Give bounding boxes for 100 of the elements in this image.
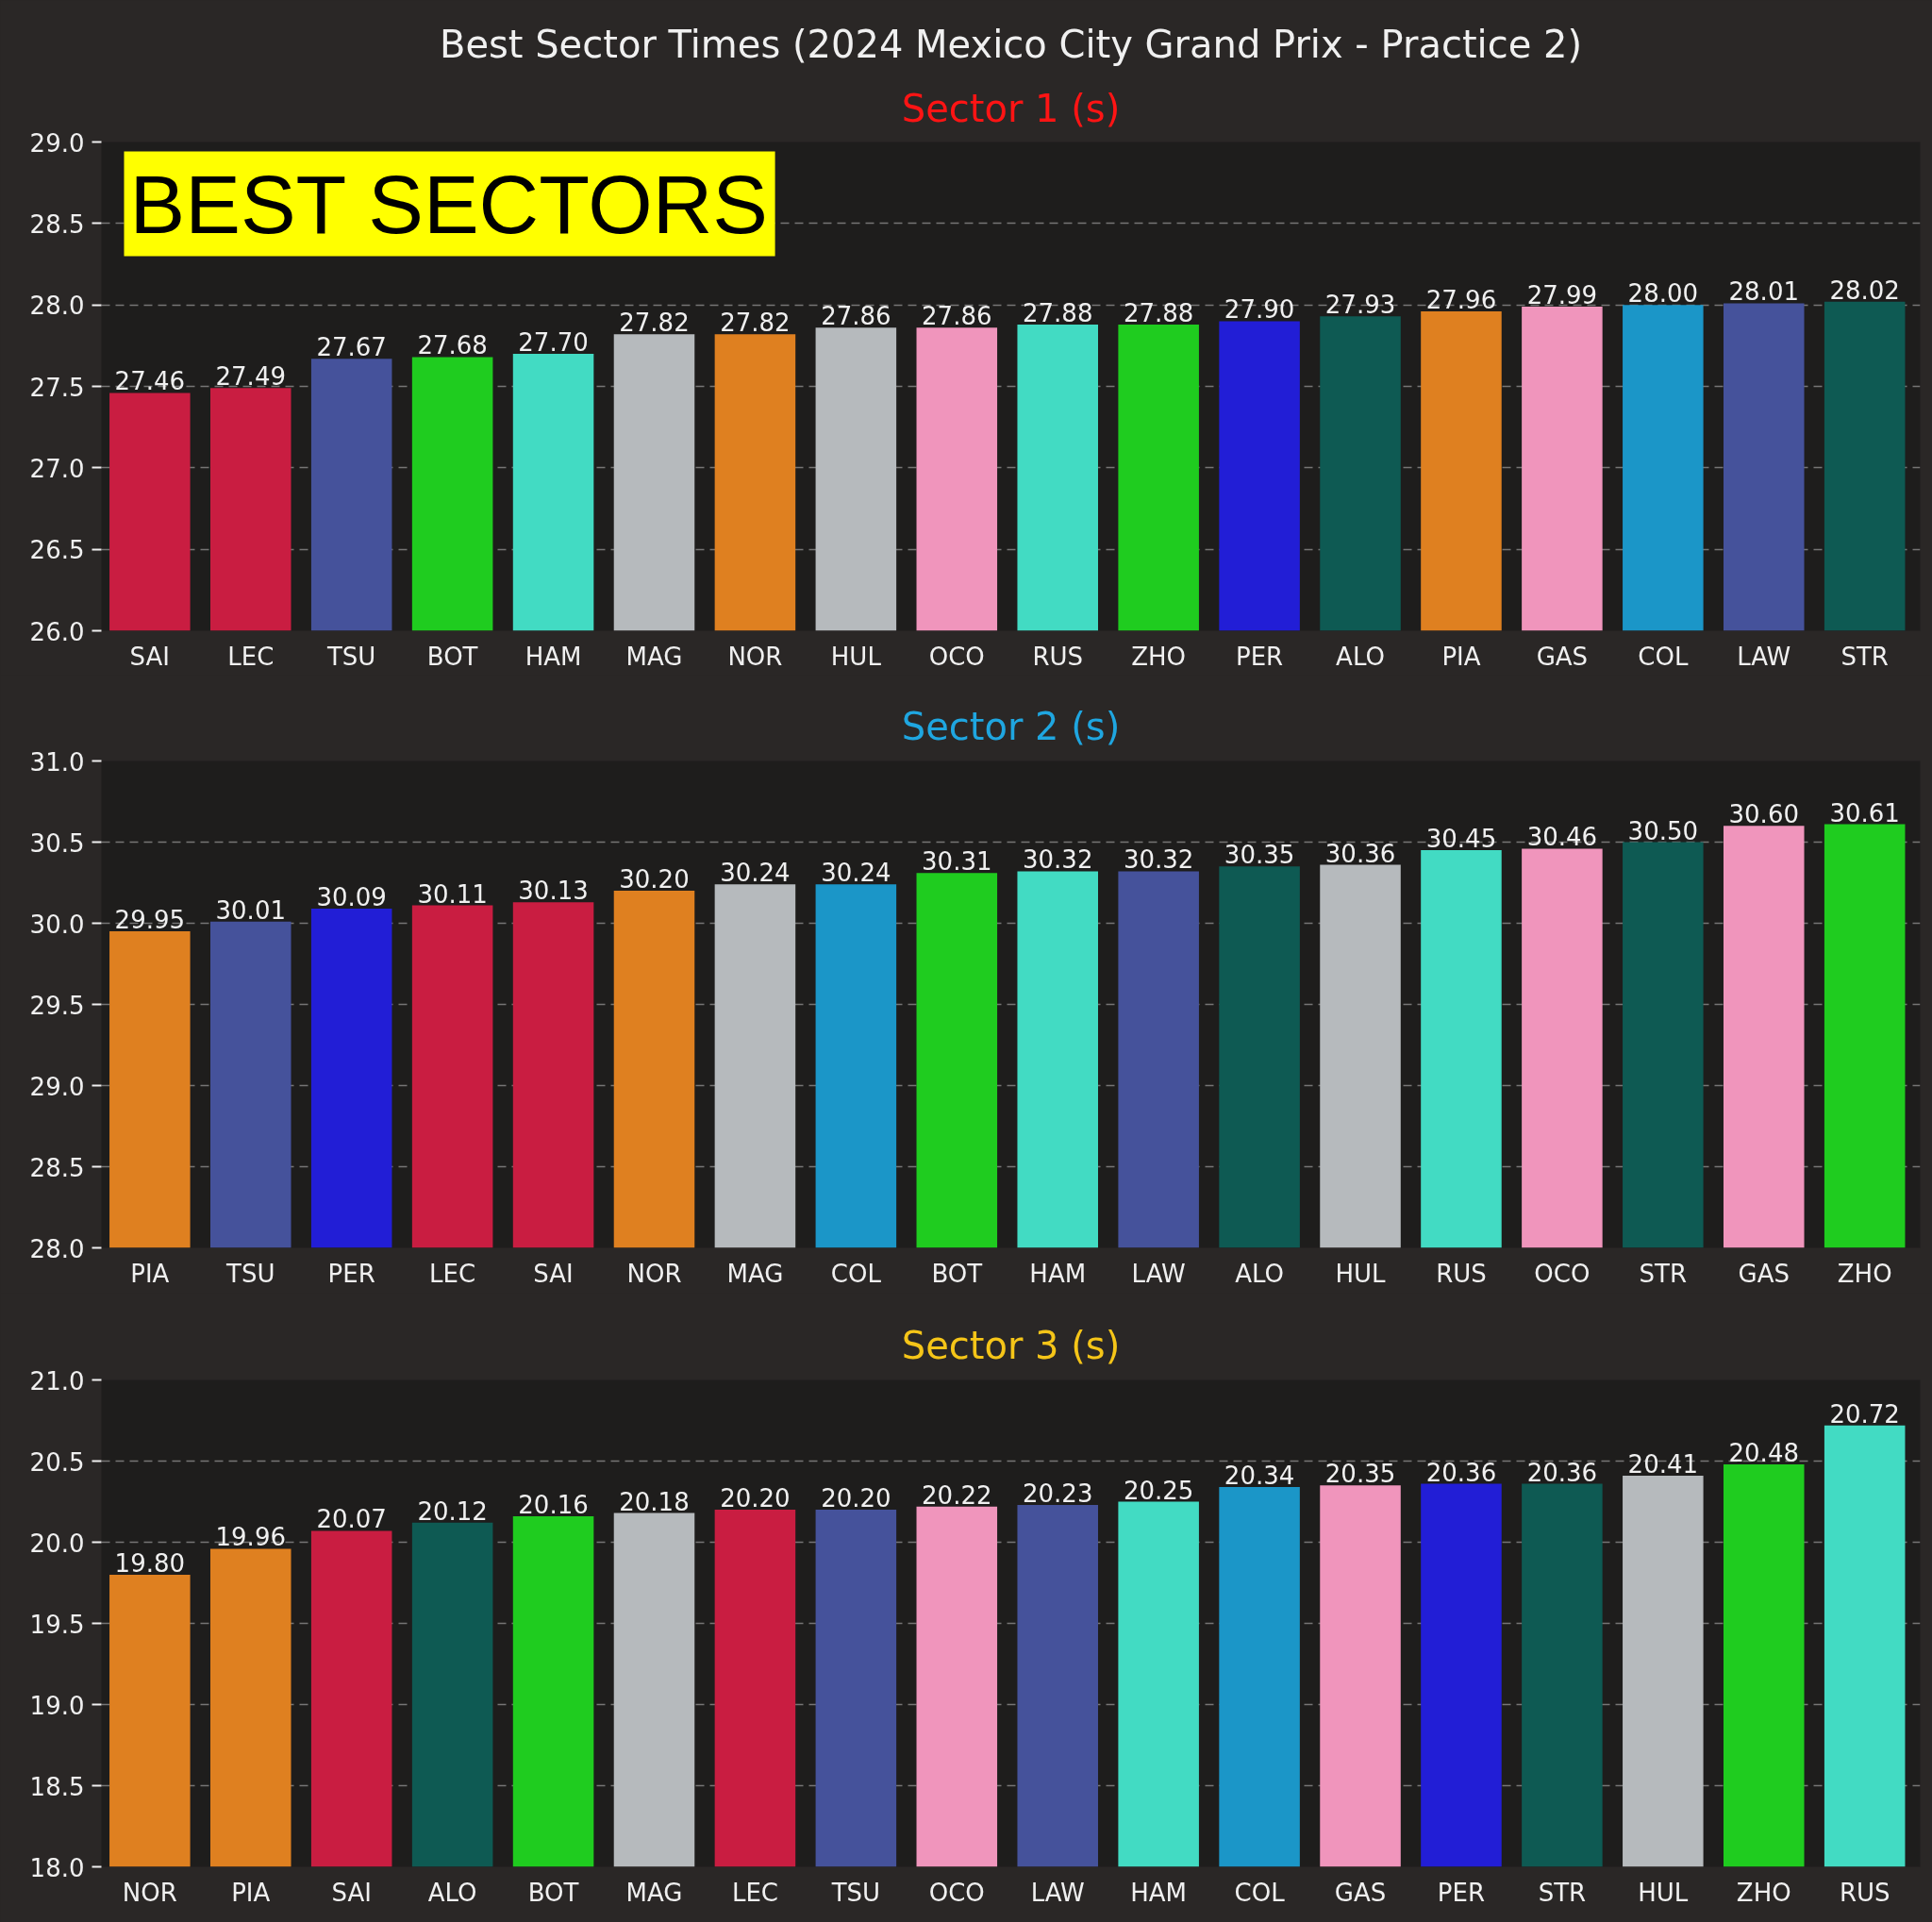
data-label: 27.46 <box>114 367 186 396</box>
chart-title: Sector 3 (s) <box>901 1324 1121 1367</box>
x-tick-label: GAS <box>1536 642 1589 671</box>
data-label: 27.70 <box>518 327 589 357</box>
x-tick-label: SAI <box>331 1878 372 1907</box>
chart-subtitle: Sector 1 (s) <box>901 86 1121 130</box>
data-label: 30.13 <box>518 877 589 906</box>
data-label: 20.34 <box>1224 1462 1295 1491</box>
x-tick-label: SAI <box>129 642 171 671</box>
x-tick-label: TSU <box>325 642 376 671</box>
data-label: 20.18 <box>619 1487 690 1516</box>
x-tick-label: OCO <box>928 642 985 671</box>
data-label: 30.50 <box>1627 816 1699 845</box>
data-label: 28.01 <box>1728 277 1799 307</box>
y-tick-label: 27.5 <box>29 373 85 402</box>
data-label: 27.90 <box>1224 295 1295 325</box>
data-label: 30.24 <box>821 859 891 888</box>
x-tick-label: NOR <box>727 642 783 671</box>
data-label: 27.88 <box>1123 298 1194 327</box>
x-tick-label: STR <box>1538 1878 1587 1907</box>
data-label: 27.96 <box>1425 286 1497 315</box>
x-tick-label: GAS <box>1334 1878 1387 1907</box>
x-tick-label: LEC <box>227 642 275 671</box>
data-label: 27.93 <box>1324 291 1396 320</box>
x-tick-label: COL <box>830 1259 882 1288</box>
data-label: 27.86 <box>821 302 891 331</box>
x-tick-label: LAW <box>1030 1878 1085 1907</box>
data-label: 30.60 <box>1728 800 1799 829</box>
data-label: 29.95 <box>114 906 186 935</box>
x-tick-label: PIA <box>1441 642 1481 671</box>
y-tick-label: 18.5 <box>29 1772 85 1801</box>
x-tick-label: ALO <box>427 1878 477 1907</box>
data-label: 27.49 <box>215 362 286 392</box>
y-tick-label: 31.0 <box>29 747 85 777</box>
x-tick-label: HAM <box>525 642 582 671</box>
data-label: 30.31 <box>922 847 992 877</box>
data-label: 20.25 <box>1123 1476 1194 1505</box>
x-tick-label: LEC <box>429 1259 476 1288</box>
x-tick-label: SAI <box>533 1259 574 1288</box>
y-tick-label: 29.0 <box>29 128 85 158</box>
data-label: 20.35 <box>1324 1460 1396 1489</box>
x-tick-label: COL <box>1234 1878 1286 1907</box>
x-tick-label: PER <box>327 1259 375 1288</box>
y-tick-label: 26.5 <box>29 536 85 565</box>
data-label: 20.36 <box>1526 1458 1598 1487</box>
x-tick-label: BOT <box>527 1878 579 1907</box>
x-tick-label: TSU <box>830 1878 881 1907</box>
x-tick-label: ZHO <box>1736 1878 1791 1907</box>
x-tick-label: ZHO <box>1131 642 1187 671</box>
x-tick-label: NOR <box>122 1878 177 1907</box>
x-tick-label: STR <box>1639 1259 1688 1288</box>
y-tick-label: 27.0 <box>29 454 85 483</box>
y-tick-label: 30.5 <box>29 828 85 858</box>
data-label: 30.61 <box>1829 798 1900 827</box>
x-tick-label: TSU <box>225 1259 275 1288</box>
y-tick-label: 21.0 <box>29 1366 85 1396</box>
data-label: 20.36 <box>1425 1458 1497 1487</box>
data-label: 30.45 <box>1425 825 1497 854</box>
data-label: 19.96 <box>215 1523 286 1552</box>
x-tick-label: OCO <box>1534 1259 1591 1288</box>
data-label: 28.00 <box>1627 279 1699 309</box>
data-label: 20.48 <box>1728 1438 1799 1467</box>
x-tick-label: NOR <box>626 1259 682 1288</box>
x-tick-label: ALO <box>1235 1259 1284 1288</box>
data-label: 28.02 <box>1829 276 1900 305</box>
y-tick-label: 18.0 <box>29 1853 85 1882</box>
data-label: 20.20 <box>821 1484 891 1513</box>
data-label: 30.24 <box>720 859 791 888</box>
data-label: 30.20 <box>619 865 690 894</box>
data-label: 27.82 <box>619 309 690 338</box>
y-tick-label: 19.5 <box>29 1610 85 1639</box>
data-label: 20.23 <box>1023 1479 1093 1508</box>
annotation: BEST SECTORS <box>129 157 768 251</box>
data-label: 20.22 <box>922 1480 992 1510</box>
data-label: 20.16 <box>518 1490 589 1519</box>
x-tick-label: BOT <box>931 1259 983 1288</box>
data-label: 30.01 <box>215 895 286 925</box>
y-tick-label: 30.0 <box>29 910 85 939</box>
y-tick-label: 26.0 <box>29 617 85 646</box>
y-tick-label: 28.0 <box>29 292 85 321</box>
data-label: 27.86 <box>922 302 992 331</box>
data-label: 27.82 <box>720 309 791 338</box>
x-tick-label: HUL <box>1638 1878 1689 1907</box>
data-label: 20.20 <box>720 1484 791 1513</box>
data-label: 20.41 <box>1627 1449 1699 1479</box>
x-tick-label: PER <box>1437 1878 1486 1907</box>
data-label: 30.09 <box>316 883 387 912</box>
x-tick-label: HAM <box>1029 1259 1087 1288</box>
data-label: 19.80 <box>114 1548 186 1578</box>
y-tick-label: 29.5 <box>29 991 85 1020</box>
chart-title: Sector 2 (s) <box>901 705 1121 748</box>
data-label: 30.32 <box>1123 845 1194 875</box>
data-label: 20.12 <box>417 1496 488 1526</box>
x-tick-label: PIA <box>130 1259 170 1288</box>
x-tick-label: PER <box>1236 642 1284 671</box>
data-label: 30.32 <box>1023 845 1093 875</box>
y-tick-label: 19.0 <box>29 1691 85 1720</box>
x-tick-label: GAS <box>1738 1259 1790 1288</box>
x-tick-label: RUS <box>1436 1259 1487 1288</box>
data-label: 30.11 <box>417 879 488 909</box>
